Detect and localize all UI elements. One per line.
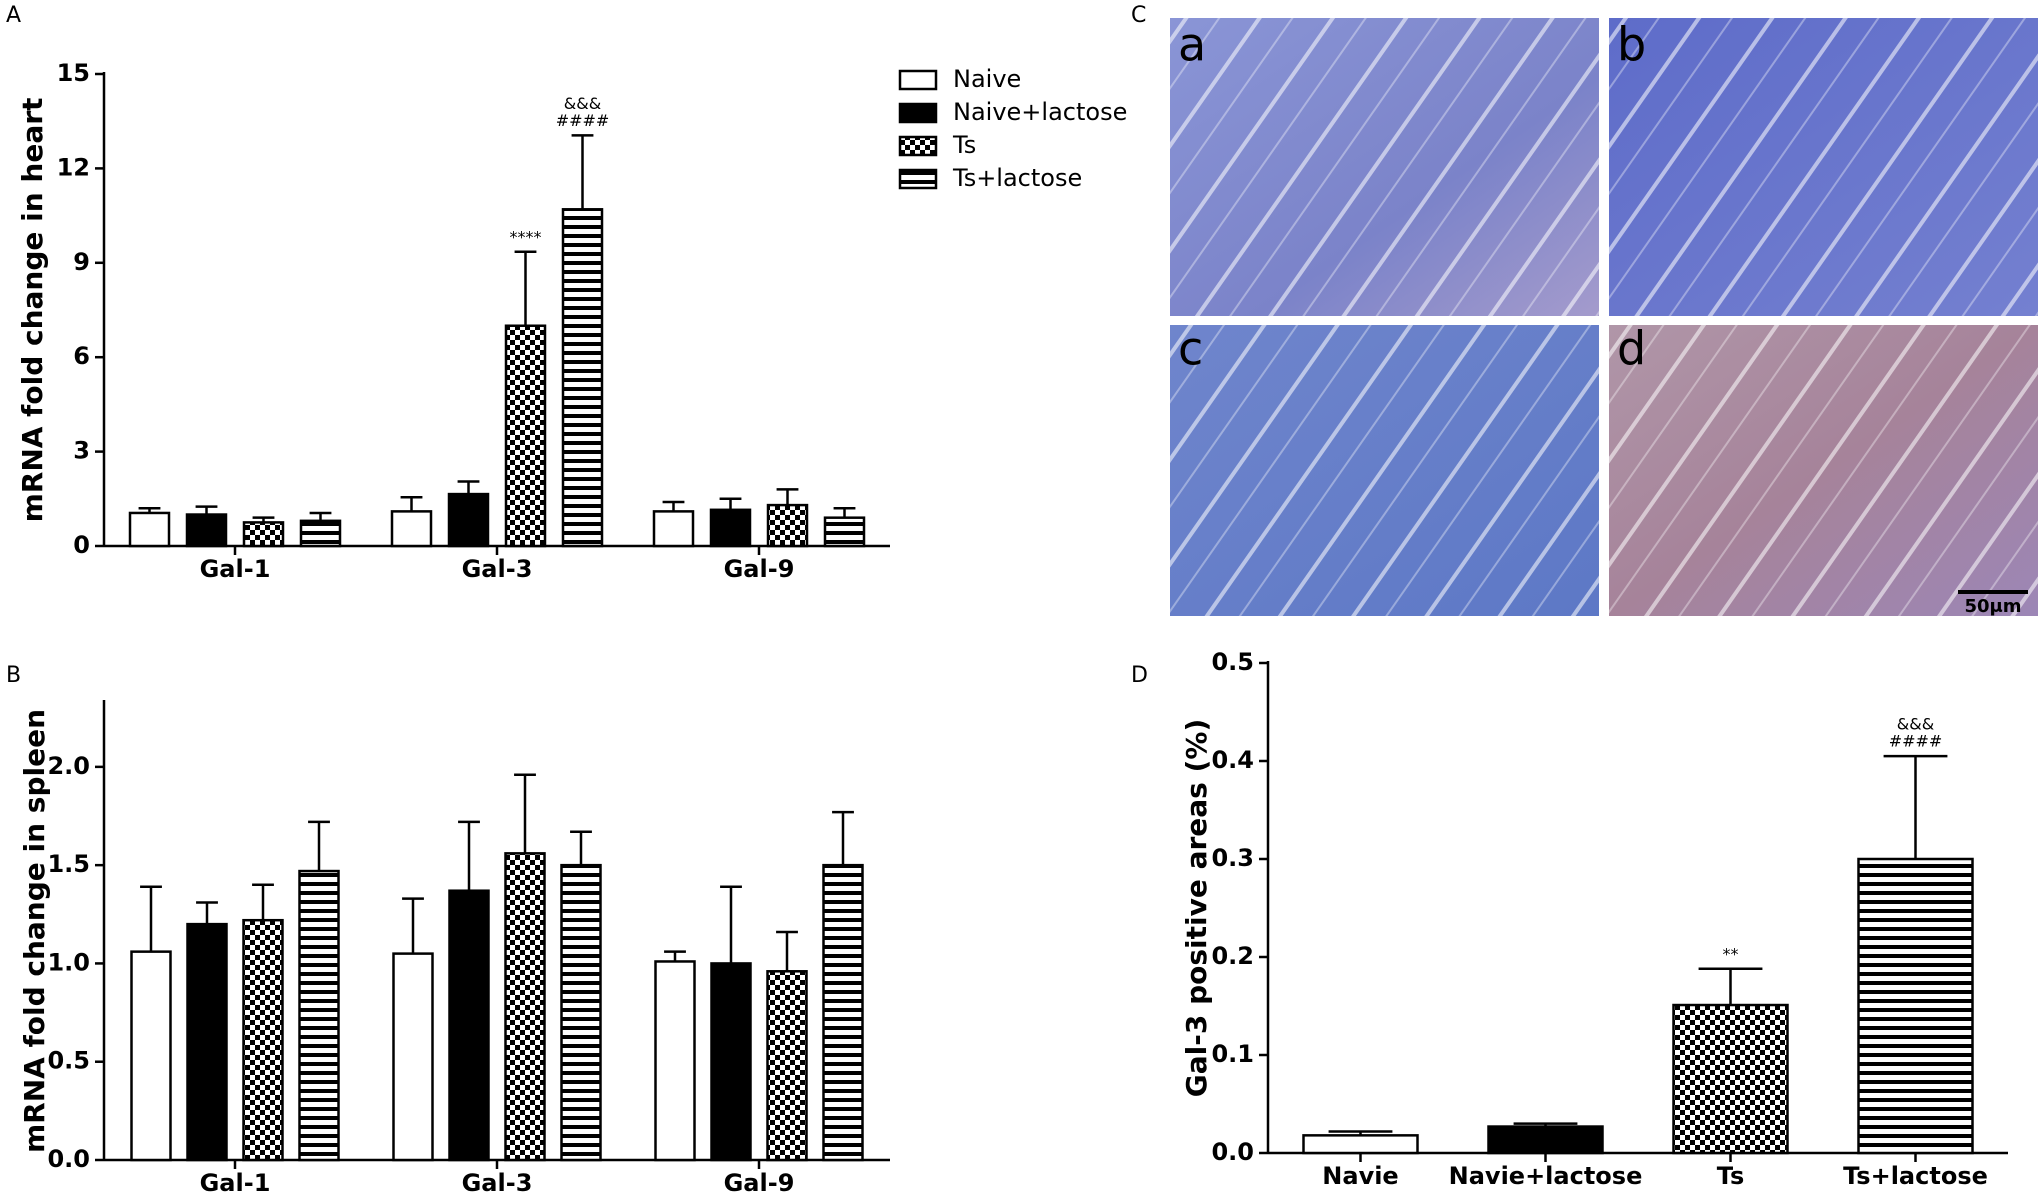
annotation: &&& (564, 94, 601, 113)
annotation: #### (1889, 732, 1943, 751)
y-tick-label: 2.0 (47, 752, 90, 780)
x-tick-label: Gal-1 (200, 555, 271, 583)
y-tick-label: 1.5 (47, 850, 90, 878)
y-tick-label: 0.3 (1211, 844, 1254, 872)
bar (654, 960, 696, 1162)
y-tick-label: 9 (73, 248, 90, 276)
scale-bar-label: 50μm (1964, 596, 2021, 617)
bar (185, 513, 228, 548)
legend-label: Ts+lactose (952, 164, 1082, 192)
x-tick-label: Navie+lactose (1449, 1162, 1643, 1190)
legend-label: Naive+lactose (953, 98, 1127, 126)
bar (1487, 1125, 1604, 1155)
legend-label: Ts (952, 131, 976, 159)
bar (299, 519, 342, 548)
bar (560, 863, 602, 1162)
annotation: &&& (1897, 715, 1934, 734)
micrograph-texture (1170, 18, 1599, 316)
legend-swatch (898, 135, 938, 157)
x-tick-label: Navie (1322, 1162, 1398, 1190)
x-tick-label: Gal-9 (724, 1169, 795, 1195)
annotation: **** (510, 227, 542, 246)
y-axis-label: Gal-3 positive areas (%) (1180, 719, 1213, 1098)
y-tick-label: 0 (73, 531, 90, 559)
panel-label: C (1131, 3, 1146, 28)
bar (130, 950, 172, 1162)
micrograph-texture (1609, 18, 2038, 316)
panel-label: B (6, 663, 21, 688)
x-tick-label: Gal-1 (200, 1169, 271, 1195)
y-tick-label: 3 (73, 437, 90, 465)
bar (561, 208, 604, 548)
y-tick-label: 0.5 (47, 1047, 90, 1075)
bar (298, 869, 340, 1162)
bar (390, 510, 433, 548)
bar (242, 521, 285, 548)
annotation: #### (556, 111, 610, 130)
y-axis-label: mRNA fold change in spleen (18, 709, 51, 1153)
bar (392, 952, 434, 1162)
image-label: c (1178, 322, 1203, 376)
y-tick-label: 0.0 (1211, 1138, 1254, 1166)
bar (652, 510, 695, 548)
bar (448, 889, 490, 1162)
y-tick-label: 0.5 (1211, 648, 1254, 676)
legend-swatch (898, 168, 938, 190)
bar (186, 922, 228, 1162)
annotation: ** (1723, 944, 1739, 963)
bar (504, 852, 546, 1162)
bar (1302, 1134, 1419, 1155)
y-tick-label: 0.4 (1211, 746, 1254, 774)
y-tick-label: 1.0 (47, 948, 90, 976)
legend-swatch (898, 102, 938, 124)
bar (766, 503, 809, 548)
micrograph-texture (1170, 325, 1599, 616)
bar (128, 511, 171, 548)
y-tick-label: 12 (57, 153, 90, 181)
y-tick-label: 0.2 (1211, 942, 1254, 970)
x-tick-label: Gal-9 (724, 555, 795, 583)
y-tick-label: 6 (73, 342, 90, 370)
micrographs (1170, 18, 2038, 616)
y-tick-label: 0.0 (47, 1145, 90, 1173)
micrograph-texture (1609, 325, 2038, 616)
y-axis-label: mRNA fold change in heart (16, 98, 49, 523)
panel-label: D (1131, 663, 1148, 688)
x-tick-label: Ts (1717, 1162, 1744, 1190)
bar (709, 508, 752, 548)
x-tick-label: Ts+lactose (1843, 1162, 1988, 1190)
image-label: a (1178, 18, 1206, 72)
bar (822, 863, 864, 1162)
bar (504, 324, 547, 548)
bar (1672, 1003, 1789, 1155)
y-tick-label: 15 (57, 59, 90, 87)
bar (242, 918, 284, 1162)
bar (447, 492, 490, 548)
image-label: d (1617, 322, 1646, 376)
y-tick-label: 0.1 (1211, 1040, 1254, 1068)
legend-swatch (898, 69, 938, 91)
x-tick-label: Gal-3 (462, 555, 533, 583)
bar (823, 516, 866, 548)
bar (1857, 857, 1974, 1155)
x-tick-label: Gal-3 (462, 1169, 533, 1195)
bar (710, 962, 752, 1162)
legend-label: Naive (953, 65, 1021, 93)
image-label: b (1617, 18, 1646, 72)
bar (766, 970, 808, 1162)
panel-label: A (6, 3, 21, 28)
